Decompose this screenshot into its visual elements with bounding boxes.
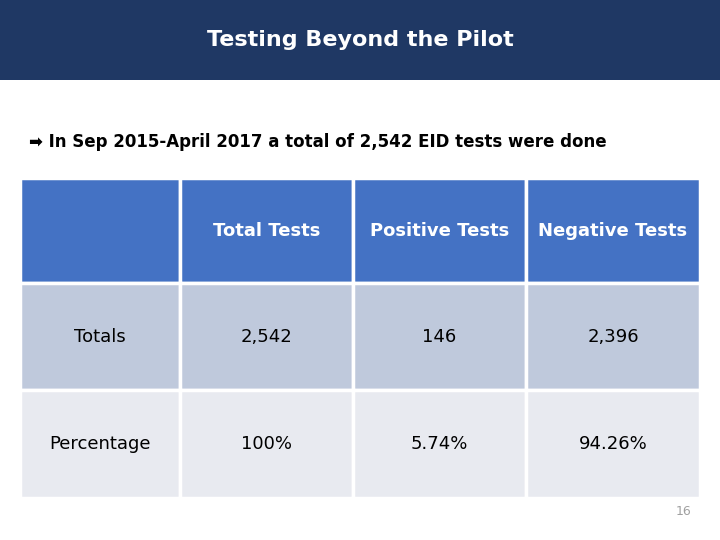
Text: 100%: 100% bbox=[241, 435, 292, 453]
Text: Testing Beyond the Pilot: Testing Beyond the Pilot bbox=[207, 30, 513, 50]
Text: 5.74%: 5.74% bbox=[411, 435, 468, 453]
Text: 16: 16 bbox=[675, 505, 691, 518]
Text: Total Tests: Total Tests bbox=[213, 221, 320, 240]
Text: Negative Tests: Negative Tests bbox=[539, 221, 688, 240]
Text: 2,542: 2,542 bbox=[240, 327, 292, 346]
Text: 2,396: 2,396 bbox=[588, 327, 639, 346]
Text: Percentage: Percentage bbox=[49, 435, 150, 453]
Text: Totals: Totals bbox=[74, 327, 126, 346]
Text: 94.26%: 94.26% bbox=[579, 435, 647, 453]
Text: 146: 146 bbox=[423, 327, 456, 346]
Text: ➡ In Sep 2015-April 2017 a total of 2,542 EID tests were done: ➡ In Sep 2015-April 2017 a total of 2,54… bbox=[29, 133, 606, 151]
Text: Positive Tests: Positive Tests bbox=[370, 221, 509, 240]
